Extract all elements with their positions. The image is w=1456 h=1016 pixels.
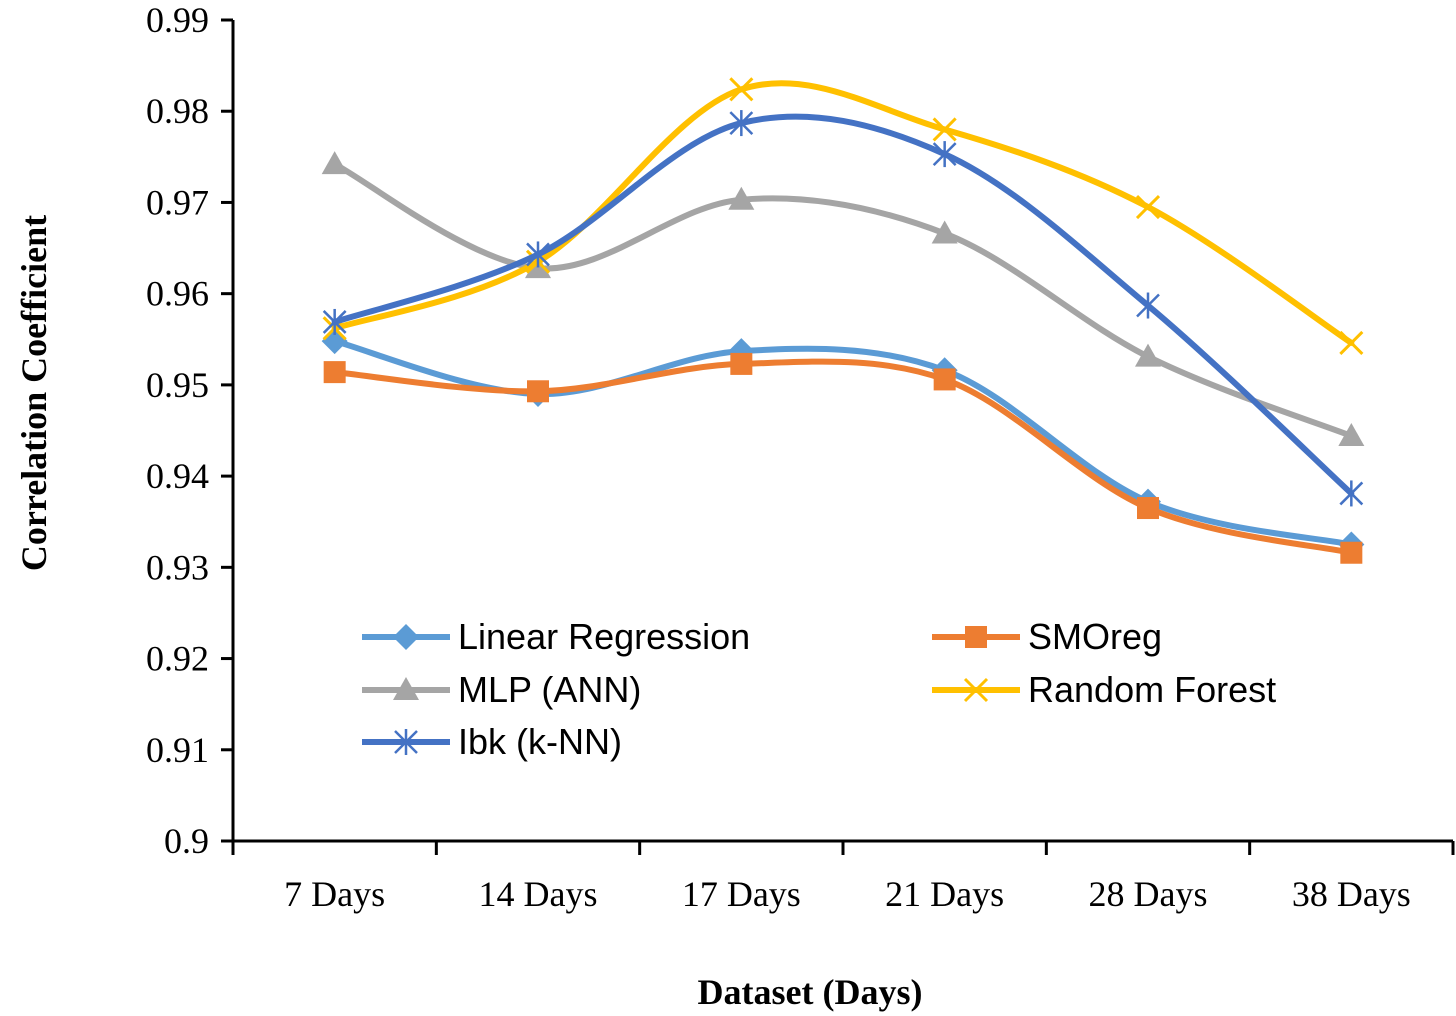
legend-label: MLP (ANN) — [458, 669, 641, 710]
data-point — [322, 308, 347, 335]
data-point — [728, 186, 755, 210]
y-tick-label: 0.93 — [146, 547, 209, 587]
data-point — [933, 368, 956, 391]
x-tick-label: 38 Days — [1292, 874, 1411, 914]
series-line — [331, 338, 1355, 548]
y-tick-label: 0.98 — [146, 91, 209, 131]
legend-swatch-marker — [393, 677, 419, 700]
x-axis-title: Dataset (Days) — [698, 972, 923, 1012]
series-layer — [321, 77, 1365, 564]
legend-swatch-marker — [394, 729, 418, 755]
data-point — [527, 380, 549, 403]
legend-swatch-marker — [393, 624, 419, 650]
y-axis-ticks: 0.9 0.91 0.92 0.93 0.94 0.95 0.96 0.97 0.98 0.99 — [146, 0, 233, 861]
data-point — [526, 241, 550, 268]
series-line — [331, 161, 1355, 439]
legend-item: Linear Regression — [362, 616, 750, 657]
data-point — [730, 352, 753, 375]
series-line — [331, 80, 1355, 346]
y-tick-label: 0.91 — [146, 730, 209, 770]
data-point — [1340, 541, 1363, 564]
legend-item: SMOreg — [932, 616, 1162, 657]
marker-stroke — [1135, 194, 1161, 220]
legend-label: Linear Regression — [458, 616, 750, 657]
y-tick-label: 0.99 — [146, 0, 209, 40]
marker-stroke — [1339, 330, 1364, 355]
data-point — [1135, 343, 1161, 367]
data-point — [323, 361, 346, 384]
legend-label: Ibk (k-NN) — [458, 721, 622, 762]
x-axis-ticks: 7 Days 14 Days 17 Days 21 Days 28 Days 38 Day… — [231, 841, 1455, 914]
x-tick-label: 14 Days — [479, 874, 598, 914]
y-tick-label: 0.96 — [146, 274, 209, 314]
axes — [231, 20, 1453, 843]
data-point — [932, 141, 957, 168]
data-point — [931, 220, 958, 244]
data-point — [729, 110, 754, 137]
data-point — [1137, 497, 1159, 520]
series-line — [331, 358, 1355, 556]
legend-swatch-marker — [965, 626, 987, 648]
x-tick-label: 7 Days — [284, 874, 385, 914]
data-point — [729, 77, 754, 102]
legend-swatch-marker — [963, 677, 989, 703]
data-point — [1135, 194, 1161, 220]
legend-item: Ibk (k-NN) — [362, 721, 622, 762]
legend-label: Random Forest — [1028, 669, 1276, 710]
y-tick-label: 0.95 — [146, 365, 209, 405]
y-axis-title: Correlation Coefficient — [14, 215, 54, 571]
x-tick-label: 17 Days — [682, 874, 801, 914]
x-tick-label: 21 Days — [885, 874, 1004, 914]
series-mlp-ann — [321, 151, 1365, 446]
data-point — [1338, 422, 1365, 446]
marker-stroke — [963, 677, 989, 703]
legend-item: MLP (ANN) — [362, 669, 641, 710]
legend-label: SMOreg — [1028, 616, 1162, 657]
legend: Linear Regression SMOreg MLP (ANN) Random F… — [362, 616, 1276, 762]
y-tick-label: 0.9 — [164, 821, 209, 861]
legend-item: Random Forest — [932, 669, 1276, 710]
data-point — [1339, 480, 1364, 507]
data-point — [932, 117, 957, 142]
marker-stroke — [729, 77, 754, 102]
marker-stroke — [932, 117, 957, 142]
series-smoreg — [323, 352, 1363, 564]
series-ibk-k-nn — [322, 110, 1364, 507]
x-tick-label: 28 Days — [1089, 874, 1208, 914]
series-line — [331, 113, 1355, 497]
data-point — [321, 151, 348, 175]
y-tick-label: 0.97 — [146, 182, 209, 222]
data-point — [1339, 330, 1364, 355]
y-tick-label: 0.92 — [146, 639, 209, 679]
y-tick-label: 0.94 — [146, 456, 209, 496]
data-point — [1136, 292, 1160, 319]
